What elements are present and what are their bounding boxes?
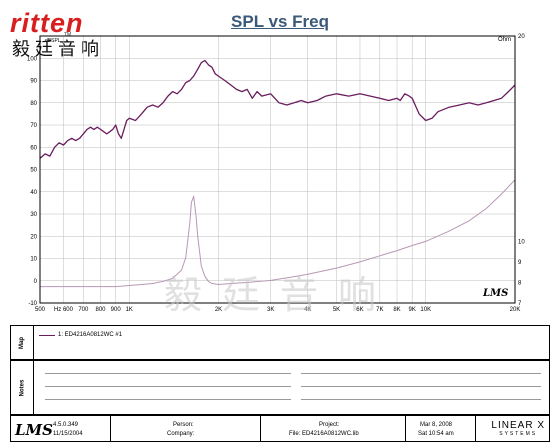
map-entry[interactable]: 1: ED4216A0812WC #1 xyxy=(39,332,122,338)
x-tick-label: 900 xyxy=(111,307,122,313)
footer-project-cell: Project: File: ED4216A0812WC.lib xyxy=(261,416,406,441)
y-right-tick-label: 9 xyxy=(518,260,522,266)
x-tick-label: 800 xyxy=(96,307,107,313)
x-tick-label: 10K xyxy=(420,307,431,313)
y-tick-label: 70 xyxy=(30,123,37,129)
footer-brand-cell: LINEAR X SYSTEMS xyxy=(476,416,549,441)
x-tick-label: 8K xyxy=(393,307,400,313)
footer-date-cell: Mar 8, 2008 Sat 10:54 am xyxy=(406,416,476,441)
y-tick-label: 30 xyxy=(30,212,37,218)
y-tick-label: 100 xyxy=(27,56,38,62)
linearx-sub: SYSTEMS xyxy=(499,431,538,437)
plot-frame xyxy=(39,35,516,304)
file-label: File: ED4216A0812WC.lib xyxy=(289,431,359,437)
project-label: Project: xyxy=(319,422,340,428)
linearx-brand: LINEAR X xyxy=(491,420,545,431)
x-tick-label: 2K xyxy=(215,307,222,313)
company-label: Company: xyxy=(167,431,195,437)
lms-logo: LMS xyxy=(15,421,53,439)
notes-line xyxy=(301,373,541,374)
y-tick-label: 90 xyxy=(30,79,37,85)
notes-label-cell: Notes xyxy=(11,361,34,414)
y-tick-label: 0 xyxy=(34,279,38,285)
left-axis-unit: dBSPL xyxy=(45,38,61,44)
notes-line xyxy=(45,399,291,400)
y-tick-label: 60 xyxy=(30,145,37,151)
x-tick-label: 9K xyxy=(409,307,416,313)
series-swatch xyxy=(39,334,55,336)
notes-label: Notes xyxy=(18,379,25,396)
right-axis-unit: Ohm xyxy=(498,37,511,43)
y-tick-label: -10 xyxy=(28,301,37,307)
software-date: 11/15/2004 xyxy=(53,431,83,437)
notes-panel: Notes xyxy=(10,360,550,415)
map-label: Map xyxy=(19,336,25,349)
y-right-tick-label: 20 xyxy=(518,34,525,40)
notes-line xyxy=(301,399,541,400)
series-line-impedance xyxy=(40,179,516,288)
x-tick-label: 700 xyxy=(78,307,89,313)
notes-line xyxy=(301,386,541,387)
chart-title: SPL vs Freq xyxy=(231,12,329,31)
series-line-spl xyxy=(39,59,516,159)
x-tick-label: 1K xyxy=(126,307,133,313)
y-right-tick-label: 7 xyxy=(518,301,522,307)
footer-person-cell: Person: Company: xyxy=(111,416,261,441)
x-tick-label: Hz 600 xyxy=(54,307,74,313)
brand-trademark: TM xyxy=(64,32,72,38)
brand-name: ritten xyxy=(10,8,84,38)
y-tick-label: 50 xyxy=(30,168,37,174)
x-tick-label: 4K xyxy=(304,307,311,313)
y-right-tick-label: 10 xyxy=(518,239,525,245)
watermark-text: 毅廷音响 xyxy=(164,273,396,317)
y-tick-label: 20 xyxy=(30,234,37,240)
x-tick-label: 5K xyxy=(333,307,340,313)
spl-chart: 500 Hz 600 700 800 900 1K 2K 3K 4K 5K 6K 7K 8K 9K 10K 2… xyxy=(27,34,525,317)
brand-logo: ritten TM 毅廷音响 xyxy=(6,8,126,60)
linearx-logo: LINEAR X SYSTEMS xyxy=(491,420,545,437)
footer-date: Mar 8, 2008 xyxy=(420,422,453,428)
x-tick-label: 6K xyxy=(356,307,363,313)
footer-lms-cell: LMS 4.5.0.349 11/15/2004 xyxy=(11,416,111,441)
y-tick-label: 80 xyxy=(30,101,37,107)
notes-line xyxy=(45,386,291,387)
x-tick-label: 20K xyxy=(510,307,521,313)
y-right-tick-label: 8 xyxy=(518,280,522,286)
x-tick-label: 500 xyxy=(35,307,46,313)
footer-time: Sat 10:54 am xyxy=(418,431,454,437)
lms-annotation: LMS xyxy=(482,288,508,299)
y-tick-label: 40 xyxy=(30,190,37,196)
brand-chinese: 毅廷音响 xyxy=(12,39,104,60)
y-tick-label: 10 xyxy=(30,257,37,263)
map-panel: Map 1: ED4216A0812WC #1 xyxy=(10,325,550,360)
software-version: 4.5.0.349 xyxy=(53,422,79,428)
x-tick-label: 7K xyxy=(376,307,383,313)
map-label-cell: Map xyxy=(11,326,34,359)
map-entry-label: 1: ED4216A0812WC #1 xyxy=(58,332,123,338)
footer-bar: LMS 4.5.0.349 11/15/2004 Person: Company… xyxy=(10,415,550,442)
person-label: Person: xyxy=(173,422,194,428)
notes-line xyxy=(45,373,291,374)
x-tick-label: 3K xyxy=(267,307,274,313)
